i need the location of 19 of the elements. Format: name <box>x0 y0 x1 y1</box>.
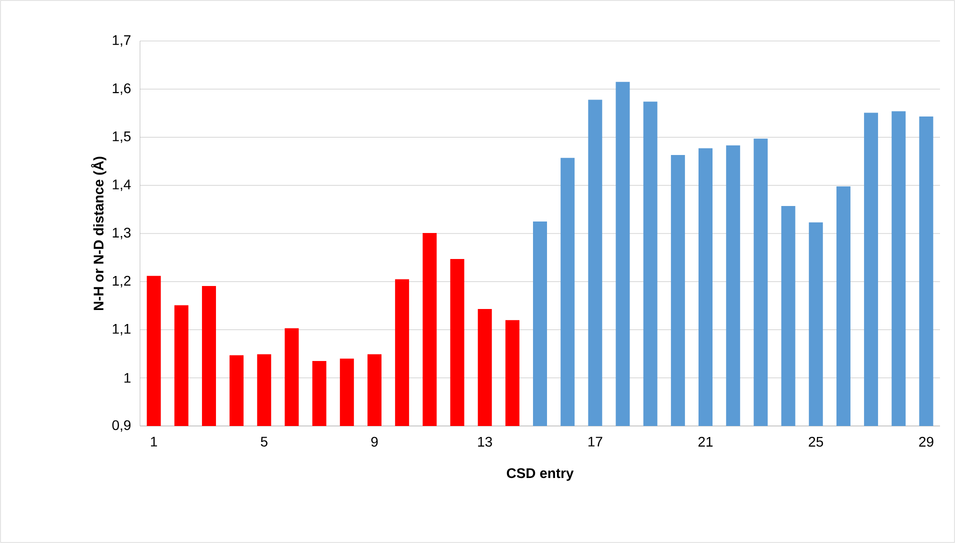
y-tick-label: 1,1 <box>112 324 130 336</box>
y-tick-label: 1,2 <box>112 276 130 288</box>
y-tick-label: 1 <box>124 373 130 383</box>
x-tick-label: 5 <box>260 436 268 447</box>
x-tick-label: 21 <box>698 436 713 447</box>
y-tick-label: 1,4 <box>112 180 131 192</box>
y-tick-label: 1,3 <box>112 228 131 240</box>
y-tick-label: 0,9 <box>112 420 130 432</box>
x-tick-label: 13 <box>478 436 492 447</box>
y-tick-label: 1,5 <box>112 132 131 143</box>
y-axis-title: N-H or N-D distance (Å) <box>91 156 106 310</box>
x-tick-label: 29 <box>919 436 934 447</box>
x-axis-title: CSD entry <box>506 468 574 481</box>
y-tick-label: 1,6 <box>112 83 131 95</box>
x-tick-label: 25 <box>808 436 824 447</box>
x-tick-label: 17 <box>588 436 602 446</box>
x-tick-label: 1 <box>150 436 157 446</box>
x-tick-label: 9 <box>371 436 378 447</box>
y-tick-label: 1,7 <box>112 35 130 47</box>
